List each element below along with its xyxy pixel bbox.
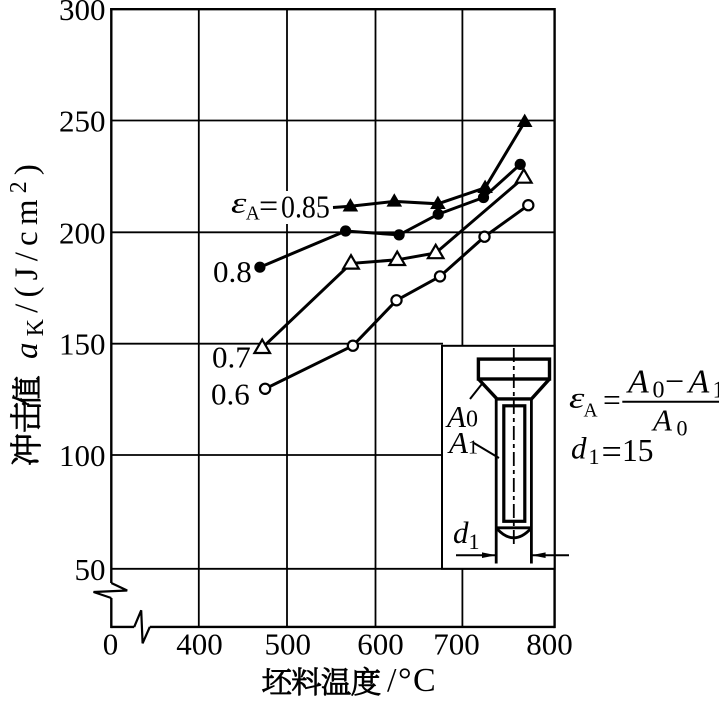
svg-text:−: − (665, 364, 684, 401)
svg-text:600: 600 (357, 627, 404, 662)
svg-text:1: 1 (589, 444, 600, 469)
svg-text:50: 50 (75, 552, 106, 587)
svg-text:200: 200 (59, 215, 106, 250)
svg-text:0.85: 0.85 (281, 190, 330, 225)
svg-text:0: 0 (677, 415, 688, 440)
svg-text:d: d (571, 431, 587, 466)
svg-text:A: A (651, 402, 673, 437)
svg-text:250: 250 (59, 104, 106, 139)
svg-text:300: 300 (59, 0, 106, 27)
svg-text:100: 100 (59, 438, 106, 473)
svg-text:0.6: 0.6 (211, 377, 250, 412)
svg-text:15: 15 (622, 433, 654, 468)
svg-text:A: A (687, 364, 710, 401)
svg-text:ε: ε (231, 186, 247, 220)
svg-text:500: 500 (265, 627, 312, 662)
svg-text:=: = (603, 383, 621, 418)
svg-text:1: 1 (713, 378, 719, 404)
svg-text:0: 0 (653, 378, 665, 404)
svg-text:700: 700 (433, 627, 480, 662)
svg-text:800: 800 (526, 627, 573, 662)
svg-text:A: A (626, 364, 649, 401)
svg-text:/°C: /°C (387, 662, 437, 699)
svg-text:ε: ε (569, 381, 585, 415)
svg-text:0.8: 0.8 (213, 254, 252, 289)
svg-text:A: A (584, 400, 598, 421)
svg-text:150: 150 (59, 327, 106, 362)
svg-text:A: A (246, 204, 260, 225)
svg-text:=: = (259, 188, 278, 225)
svg-text:0: 0 (103, 627, 119, 662)
svg-text:0.7: 0.7 (212, 340, 251, 375)
svg-text:400: 400 (176, 627, 223, 662)
svg-text:=: = (602, 432, 622, 472)
